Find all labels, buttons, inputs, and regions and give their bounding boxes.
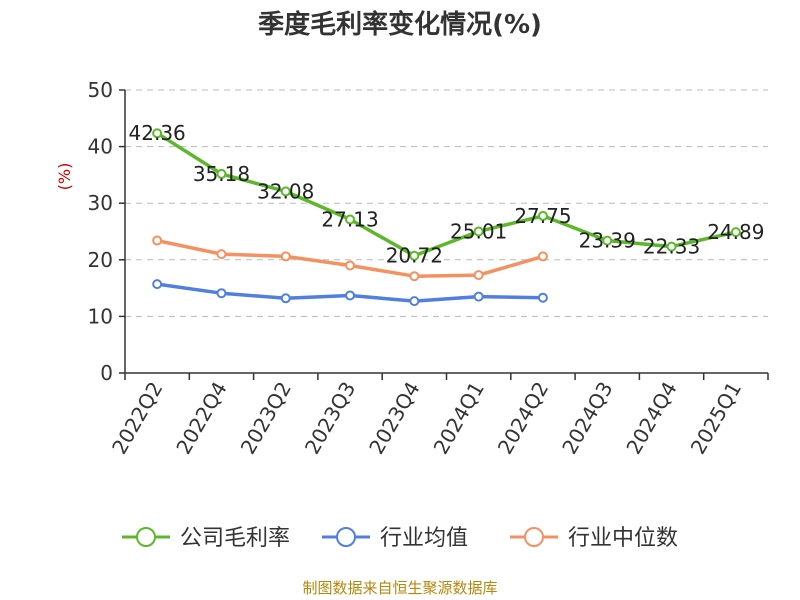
data-point [537, 292, 548, 303]
data-label: 42.36 [129, 121, 186, 145]
data-label: 22.33 [643, 235, 700, 259]
legend-label: 行业中位数 [568, 526, 678, 551]
data-label: 25.01 [450, 219, 507, 243]
x-tick-label: 2022Q4 [171, 378, 231, 459]
data-point [730, 227, 741, 238]
data-point [216, 249, 227, 260]
y-axis-label: (%) [55, 163, 74, 191]
data-point [345, 260, 356, 271]
source-footer: 制图数据来自恒生聚源数据库 [302, 579, 498, 597]
data-label: 24.89 [707, 220, 764, 244]
data-point [473, 270, 484, 281]
data-point [152, 235, 163, 246]
legend-swatch-marker [336, 527, 356, 547]
data-point [409, 250, 420, 261]
series-lines [152, 128, 741, 307]
data-label: 32.08 [257, 179, 314, 203]
legend-swatch-marker [524, 527, 544, 547]
y-tick-label: 0 [100, 361, 113, 385]
data-point [280, 293, 291, 304]
data-point [537, 251, 548, 262]
data-label: 27.75 [514, 204, 571, 228]
data-label: 20.72 [386, 244, 443, 268]
data-point [152, 279, 163, 290]
x-tick-label: 2022Q2 [107, 378, 167, 459]
y-tick-label: 20 [88, 248, 113, 272]
x-tick-label: 2024Q1 [429, 378, 489, 459]
legend-label: 公司毛利率 [180, 526, 290, 551]
data-point [473, 291, 484, 302]
data-point [473, 226, 484, 237]
y-tick-label: 30 [88, 191, 113, 215]
x-tick-label: 2023Q3 [300, 378, 360, 459]
data-point [280, 251, 291, 262]
legend-swatch-marker [136, 527, 156, 547]
data-point [345, 214, 356, 225]
y-tick-label: 40 [88, 135, 113, 159]
grid-lines [125, 89, 768, 317]
x-tick-label: 2024Q3 [557, 378, 617, 459]
x-tick-label: 2024Q4 [621, 378, 681, 459]
data-point [216, 288, 227, 299]
x-tick-label: 2025Q1 [686, 378, 746, 459]
data-label: 35.18 [193, 162, 250, 186]
data-point [409, 296, 420, 307]
data-label: 27.13 [321, 207, 378, 231]
data-point [280, 186, 291, 197]
data-point [602, 235, 613, 246]
data-point [152, 128, 163, 139]
x-tick-label: 2023Q2 [236, 378, 296, 459]
data-point [537, 210, 548, 221]
data-label: 23.39 [579, 229, 636, 253]
series-line-0 [156, 131, 737, 258]
x-tick-label: 2023Q4 [364, 378, 424, 459]
y-tick-label: 50 [88, 78, 113, 102]
x-tick-label: 2024Q2 [493, 378, 553, 459]
data-labels: 42.36 35.18 32.08 27.13 20.72 25.01 27.75 23.39… [129, 121, 765, 267]
legend: 公司毛利率 行业均值 行业中位数 [122, 526, 678, 551]
chart-title: 季度毛利率变化情况(%) [258, 10, 542, 40]
data-point [216, 168, 227, 179]
data-point [345, 290, 356, 301]
legend-label: 行业均值 [380, 526, 468, 551]
data-point [409, 271, 420, 282]
y-tick-label: 10 [88, 304, 113, 328]
series-line-2 [156, 238, 544, 278]
data-point [666, 241, 677, 252]
